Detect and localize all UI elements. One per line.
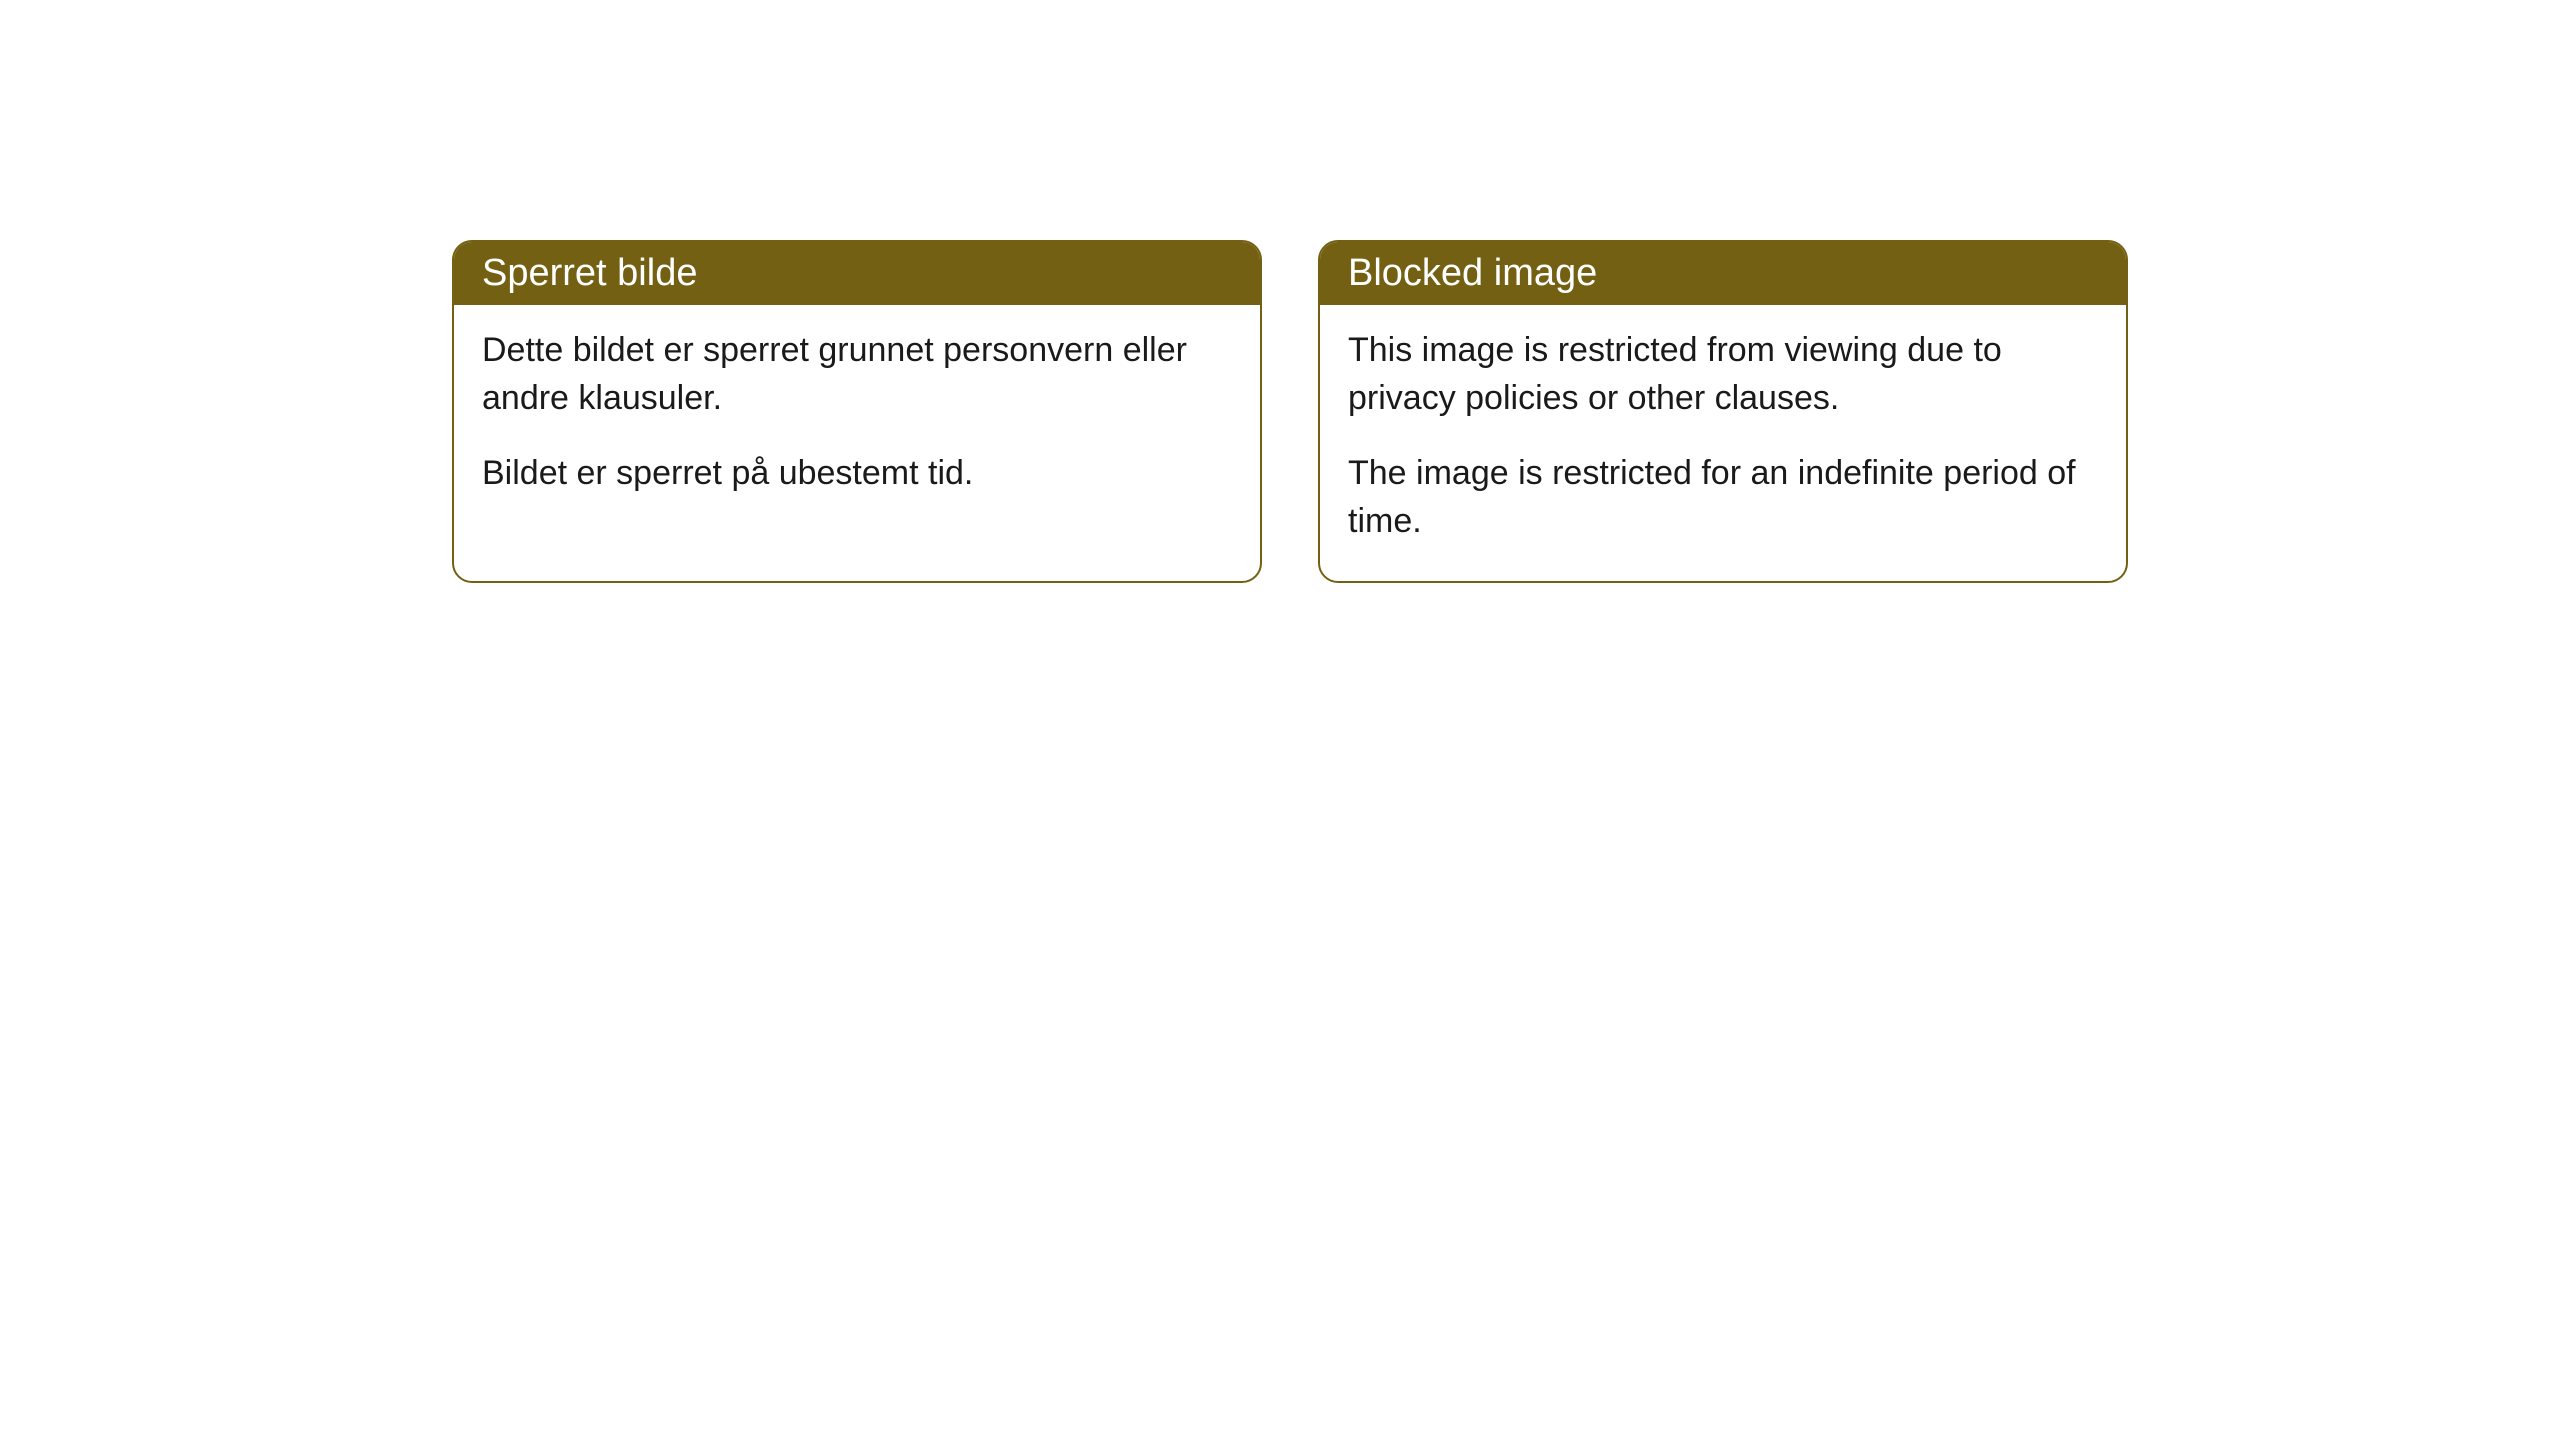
card-header-no: Sperret bilde xyxy=(454,242,1260,305)
card-paragraph-no-2: Bildet er sperret på ubestemt tid. xyxy=(482,450,1232,498)
cards-container: Sperret bilde Dette bildet er sperret gr… xyxy=(452,240,2128,583)
card-paragraph-en-2: The image is restricted for an indefinit… xyxy=(1348,450,2098,545)
blocked-image-card-no: Sperret bilde Dette bildet er sperret gr… xyxy=(452,240,1262,583)
blocked-image-card-en: Blocked image This image is restricted f… xyxy=(1318,240,2128,583)
card-title-en: Blocked image xyxy=(1348,252,1597,294)
card-paragraph-en-1: This image is restricted from viewing du… xyxy=(1348,327,2098,422)
card-title-no: Sperret bilde xyxy=(482,252,697,294)
card-paragraph-no-1: Dette bildet er sperret grunnet personve… xyxy=(482,327,1232,422)
card-body-no: Dette bildet er sperret grunnet personve… xyxy=(454,305,1260,534)
card-body-en: This image is restricted from viewing du… xyxy=(1320,305,2126,581)
card-header-en: Blocked image xyxy=(1320,242,2126,305)
